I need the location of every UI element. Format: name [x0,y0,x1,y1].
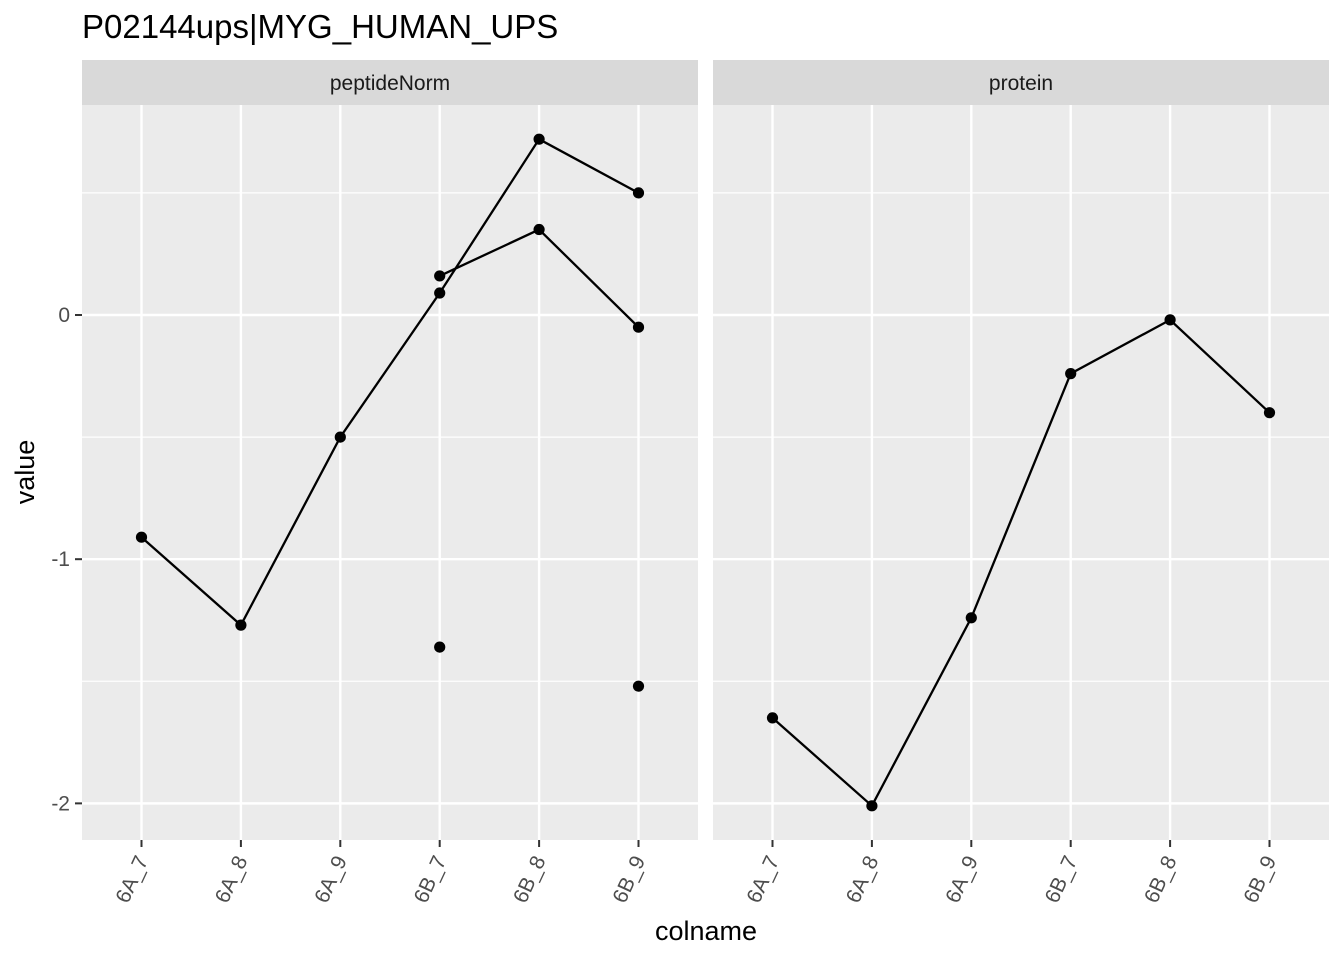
x-axis-title: colname [655,916,757,946]
data-point [1065,368,1077,380]
x-tick-label: 6A_7 [742,852,784,906]
data-point [632,680,645,692]
x-tick-label: 6A_9 [310,852,352,906]
data-point [334,431,346,443]
y-tick-label: -2 [51,792,70,815]
x-tick-label: 6B_7 [1041,852,1083,906]
x-tick-label: 6A_8 [211,852,253,906]
series-2 [434,641,645,692]
chart-title: P02144ups|MYG_HUMAN_UPS [82,8,558,45]
panel-peptideNorm: peptideNorm 6A_7 6A_8 6A_9 6B_7 6B_8 6B_9 [82,60,698,907]
series-line [771,318,1271,808]
data-point [632,321,645,333]
x-tick-label: 6A_9 [941,852,983,906]
x-tick-label: 6B_9 [1239,852,1281,906]
facet-strip [713,60,1329,105]
facet-label: protein [989,72,1053,95]
y-tick-label: 0 [58,304,70,327]
panel-protein: protein 6A_7 6A_8 6A_9 6B_7 6B_8 6B_9 [713,60,1329,907]
data-point [766,712,779,724]
y-axis-title: value [10,440,40,505]
data-point [434,287,446,299]
facet-strip [82,60,698,105]
data-point [434,641,446,653]
series-1 [434,223,645,333]
data-point [866,800,878,812]
panel-background [713,105,1329,840]
data-point [1164,314,1176,326]
series-0 [135,133,645,631]
x-tick-label: 6B_7 [410,852,452,906]
x-tick-label: 6B_9 [608,852,650,906]
data-point [632,187,645,199]
series-0 [766,314,1276,812]
data-point [533,223,545,236]
x-tick-label: 6B_8 [509,852,551,906]
x-tick-label: 6A_8 [842,852,884,906]
x-tick-label: 6B_8 [1140,852,1182,906]
data-point [533,133,545,145]
data-point [235,619,247,631]
data-point [434,270,446,282]
y-tick-label: -1 [51,548,70,571]
data-point [135,531,148,543]
panel-background [82,105,698,840]
data-point [1263,407,1276,419]
facet-label: peptideNorm [330,72,450,95]
data-point [965,612,977,624]
y-axis: 0 -1 -2 [51,304,82,815]
x-tick-label: 6A_7 [111,852,153,906]
series-line [140,137,640,627]
